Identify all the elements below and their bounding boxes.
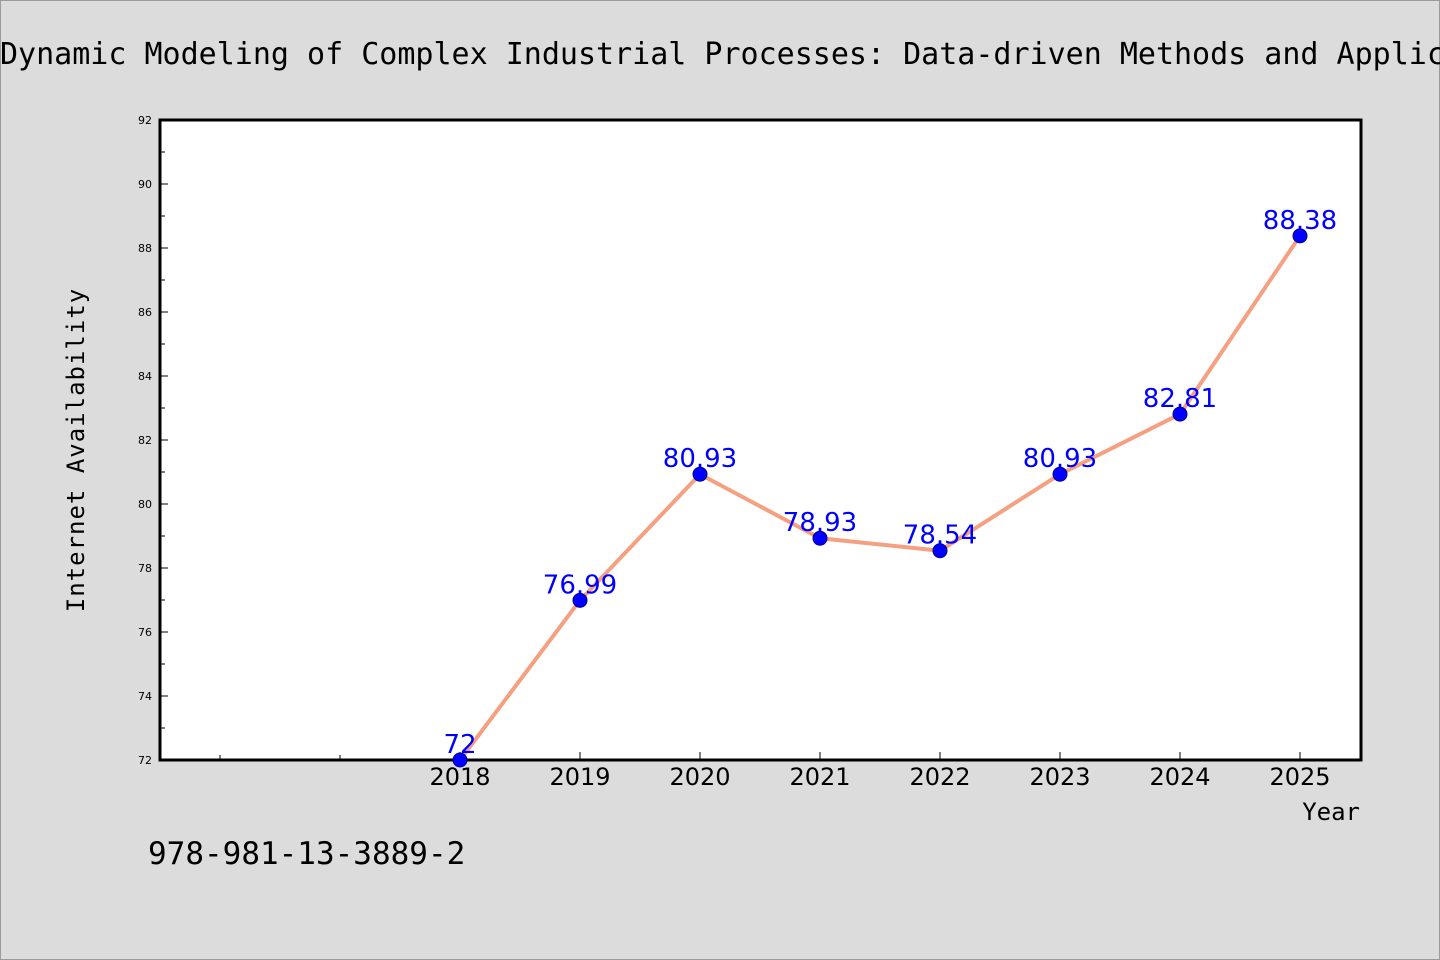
y-tick-label: 82 [138, 434, 152, 447]
data-label: 72 [443, 730, 476, 760]
data-label: 78.93 [783, 508, 857, 538]
data-point [812, 530, 828, 546]
data-label: 78.54 [903, 521, 977, 551]
data-label: 82.81 [1143, 384, 1217, 414]
x-tick-label: 2018 [429, 763, 490, 791]
x-axis: 2018 2019 2020 2021 2022 2023 2024 2025 [219, 752, 1331, 791]
data-label: 88.38 [1263, 206, 1337, 236]
plot-area [158, 118, 1363, 762]
data-point [452, 752, 468, 768]
x-tick-label: 2019 [549, 763, 610, 791]
series-line [458, 234, 1302, 762]
y-tick-label: 88 [138, 242, 152, 255]
data-label: 80.93 [663, 444, 737, 474]
y-tick-label: 92 [138, 114, 152, 127]
x-tick-label: 2020 [669, 763, 730, 791]
data-point [932, 543, 948, 559]
y-tick-label: 80 [138, 498, 152, 511]
chart-title: Dynamic Modeling of Complex Industrial P… [0, 37, 1440, 72]
y-tick-label: 76 [138, 626, 152, 639]
data-point [572, 592, 588, 608]
data-label: 76.99 [543, 570, 617, 600]
x-tick-label: 2021 [789, 763, 850, 791]
y-tick-label: 86 [138, 306, 152, 319]
y-tick-label: 90 [138, 178, 152, 191]
y-tick-label: 84 [138, 370, 152, 383]
data-point [1172, 406, 1188, 422]
y-tick-label: 78 [138, 562, 152, 575]
data-point [692, 466, 708, 482]
x-tick-label: 2025 [1269, 763, 1330, 791]
y-tick-label: 72 [138, 754, 152, 767]
data-label: 80.93 [1023, 444, 1097, 474]
x-axis-label: Year [1302, 798, 1360, 826]
x-tick-label: 2022 [909, 763, 970, 791]
y-tick-label: 74 [138, 690, 152, 703]
data-point [1292, 228, 1308, 244]
isbn-text: 978-981-13-3889-2 [148, 836, 465, 872]
y-axis: 72 74 76 78 80 82 84 86 88 90 92 [138, 114, 168, 767]
x-tick-label: 2024 [1149, 763, 1210, 791]
x-tick-label: 2023 [1029, 763, 1090, 791]
data-point [1052, 466, 1068, 482]
y-axis-label: Internet Availability [62, 288, 90, 612]
series-layer: 72 76.99 80.93 78.93 78.54 80.93 82.81 88.38 [443, 206, 1337, 768]
